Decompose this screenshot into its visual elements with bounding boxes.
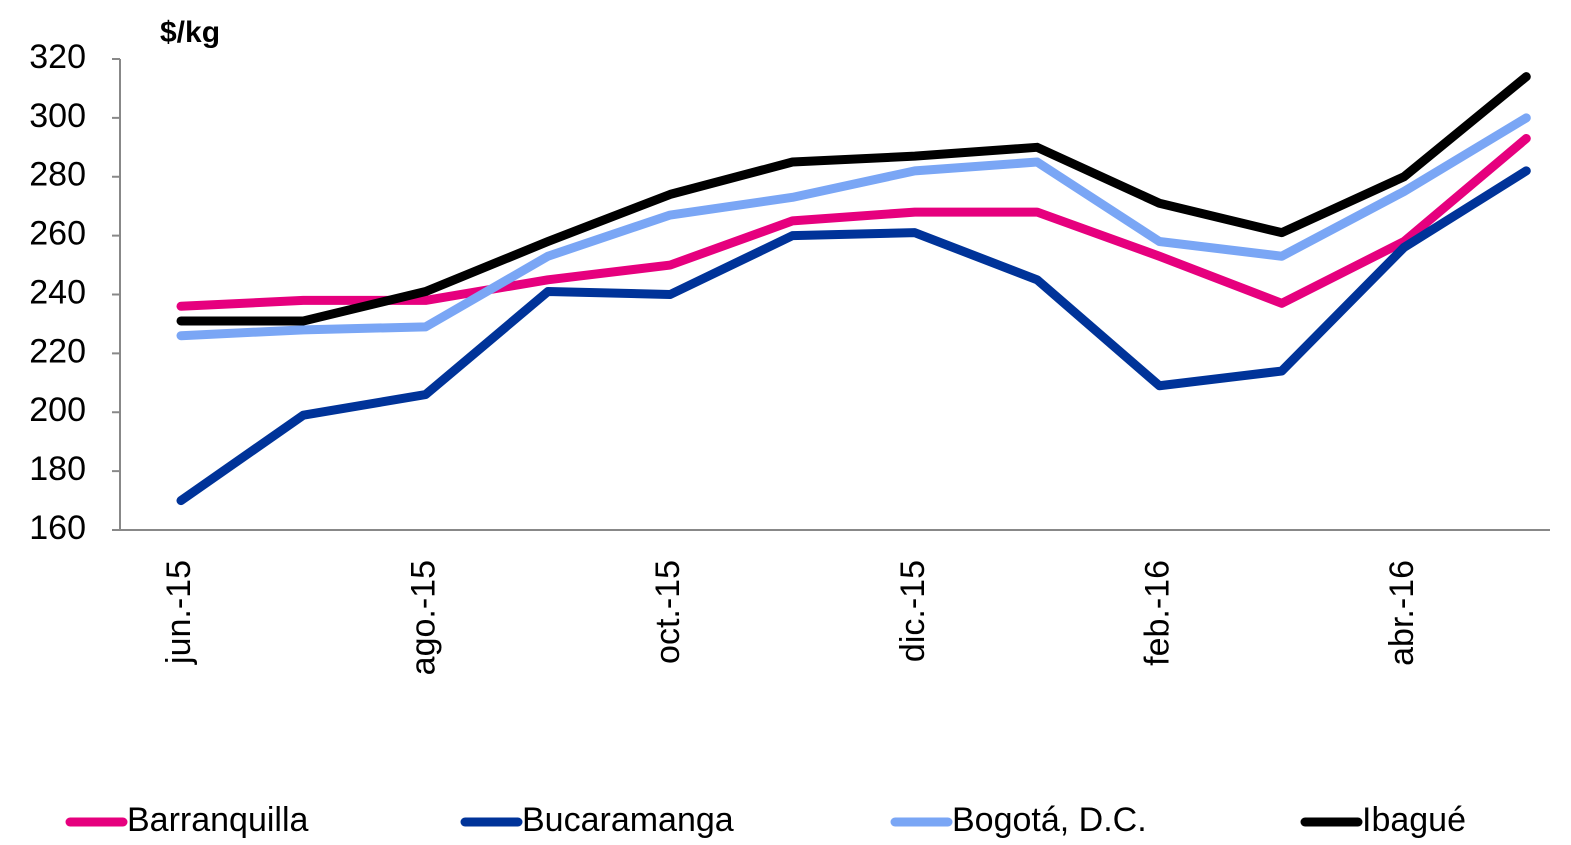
- y-tick-label: 180: [29, 450, 86, 488]
- x-tick-label: dic.-15: [894, 560, 932, 662]
- y-axis-label: $/kg: [160, 16, 220, 49]
- y-tick-label: 280: [29, 156, 86, 194]
- y-tick-label: 260: [29, 215, 86, 253]
- line-series: [176, 166, 1531, 506]
- legend-label: Barranquilla: [127, 801, 309, 839]
- y-tick-label: 300: [29, 97, 86, 135]
- line-series: [176, 72, 1531, 326]
- y-tick-label: 220: [29, 332, 86, 370]
- x-tick-label: abr.-16: [1383, 560, 1421, 666]
- y-tick-label: 200: [29, 391, 86, 429]
- x-tick-label: jun.-15: [160, 560, 198, 665]
- legend-label: Bogotá, D.C.: [952, 801, 1147, 839]
- y-tick-label: 240: [29, 273, 86, 311]
- legend-label: Ibagué: [1362, 801, 1466, 839]
- line-series: [176, 113, 1531, 341]
- x-tick-label: feb.-16: [1138, 560, 1176, 666]
- line-series: [176, 133, 1531, 311]
- y-tick-label: 160: [29, 509, 86, 547]
- y-tick-label: 320: [29, 38, 86, 76]
- legend-label: Bucaramanga: [522, 801, 734, 839]
- x-tick-label: ago.-15: [405, 560, 443, 675]
- x-tick-label: oct.-15: [649, 560, 687, 664]
